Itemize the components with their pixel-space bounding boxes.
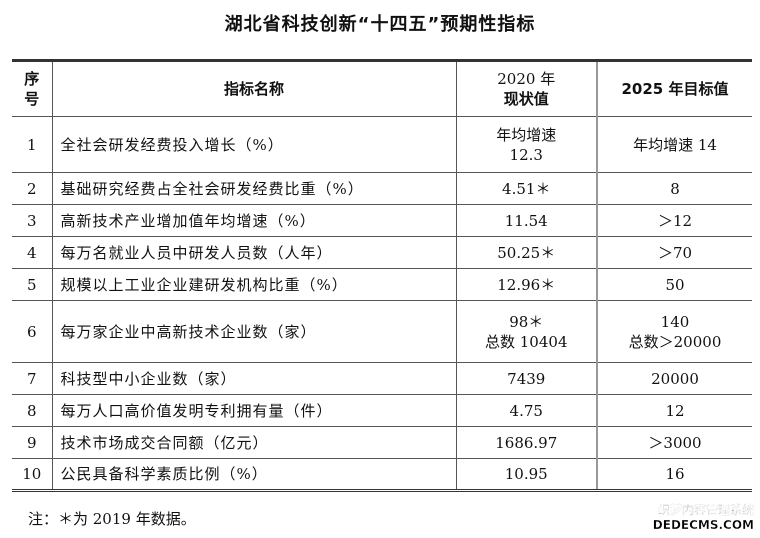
watermark-logo: 织梦内容管理系统 DEDECMS.COM (652, 503, 755, 532)
cell-seq: 3 (12, 204, 52, 237)
cell-2020-value: 年均增速 12.3 (455, 116, 597, 173)
cell-2025-target: 140 总数＞20000 (596, 300, 752, 363)
cell-2020-value: 10.95 (455, 458, 597, 491)
cell-seq: 9 (12, 426, 52, 459)
footnote: 注：＊为 2019 年数据。 (28, 510, 196, 528)
table-row: 2 基础研究经费占全社会研发经费比重（%） 4.51＊ 8 (12, 172, 752, 205)
cell-seq: 5 (12, 268, 52, 301)
cell-seq: 8 (12, 394, 52, 427)
table-row: 4 每万名就业人员中研发人员数（人年） 50.25＊ ＞70 (12, 236, 752, 269)
cell-indicator-name: 每万人口高价值发明专利拥有量（件） (51, 394, 456, 427)
indicator-table: 序号 指标名称 2020 年现状值 2025 年目标值 1 全社会研发经费投入增长… (12, 59, 752, 492)
cell-2020-value: 12.96＊ (455, 268, 597, 301)
cell-2025-target: ＞12 (596, 204, 752, 237)
cell-indicator-name: 基础研究经费占全社会研发经费比重（%） (51, 172, 456, 205)
cell-seq: 7 (12, 362, 52, 395)
cell-seq: 6 (12, 300, 52, 363)
cell-2025-target: ＞3000 (596, 426, 752, 459)
cell-2020-value: 1686.97 (455, 426, 597, 459)
cell-indicator-name: 规模以上工业企业建研发机构比重（%） (51, 268, 456, 301)
cell-2020-value: 98＊ 总数 10404 (455, 300, 597, 363)
cell-indicator-name: 公民具备科学素质比例（%） (51, 458, 456, 491)
table-row: 1 全社会研发经费投入增长（%） 年均增速 12.3 年均增速 14 (12, 116, 752, 173)
cell-seq: 2 (12, 172, 52, 205)
cell-indicator-name: 高新技术产业增加值年均增速（%） (51, 204, 456, 237)
cell-2020-value: 7439 (455, 362, 597, 395)
table-row: 6 每万家企业中高新技术企业数（家） 98＊ 总数 10404 140 总数＞20000 (12, 300, 752, 363)
cell-seq: 10 (12, 458, 52, 491)
table-row: 5 规模以上工业企业建研发机构比重（%） 12.96＊ 50 (12, 268, 752, 301)
cell-2020-value: 4.75 (455, 394, 597, 427)
header-2020: 2020 年现状值 (455, 60, 597, 117)
cell-indicator-name: 全社会研发经费投入增长（%） (51, 116, 456, 173)
cell-2025-target: 8 (596, 172, 752, 205)
cell-2025-target: 20000 (596, 362, 752, 395)
cell-2020-value: 50.25＊ (455, 236, 597, 269)
cell-seq: 4 (12, 236, 52, 269)
cell-2025-target: 50 (596, 268, 752, 301)
cell-indicator-name: 每万名就业人员中研发人员数（人年） (51, 236, 456, 269)
table-row: 9 技术市场成交合同额（亿元） 1686.97 ＞3000 (12, 426, 752, 459)
table-row: 8 每万人口高价值发明专利拥有量（件） 4.75 12 (12, 394, 752, 427)
header-row: 序号 指标名称 2020 年现状值 2025 年目标值 (12, 60, 752, 117)
cell-2020-value: 11.54 (455, 204, 597, 237)
header-2025: 2025 年目标值 (596, 60, 752, 117)
cell-2025-target: 16 (596, 458, 752, 491)
cell-indicator-name: 每万家企业中高新技术企业数（家） (51, 300, 456, 363)
table-title: 湖北省科技创新“十四五”预期性指标 (224, 14, 536, 35)
table-row: 10 公民具备科学素质比例（%） 10.95 16 (12, 458, 752, 491)
cell-indicator-name: 科技型中小企业数（家） (51, 362, 456, 395)
cell-2020-value: 4.51＊ (455, 172, 597, 205)
table-row: 3 高新技术产业增加值年均增速（%） 11.54 ＞12 (12, 204, 752, 237)
cell-indicator-name: 技术市场成交合同额（亿元） (51, 426, 456, 459)
header-seq: 序号 (12, 60, 52, 117)
table-row: 7 科技型中小企业数（家） 7439 20000 (12, 362, 752, 395)
cell-2025-target: 年均增速 14 (596, 116, 752, 173)
cell-2025-target: ＞70 (596, 236, 752, 269)
header-name: 指标名称 (51, 60, 456, 117)
cell-seq: 1 (12, 116, 52, 173)
cell-2025-target: 12 (596, 394, 752, 427)
